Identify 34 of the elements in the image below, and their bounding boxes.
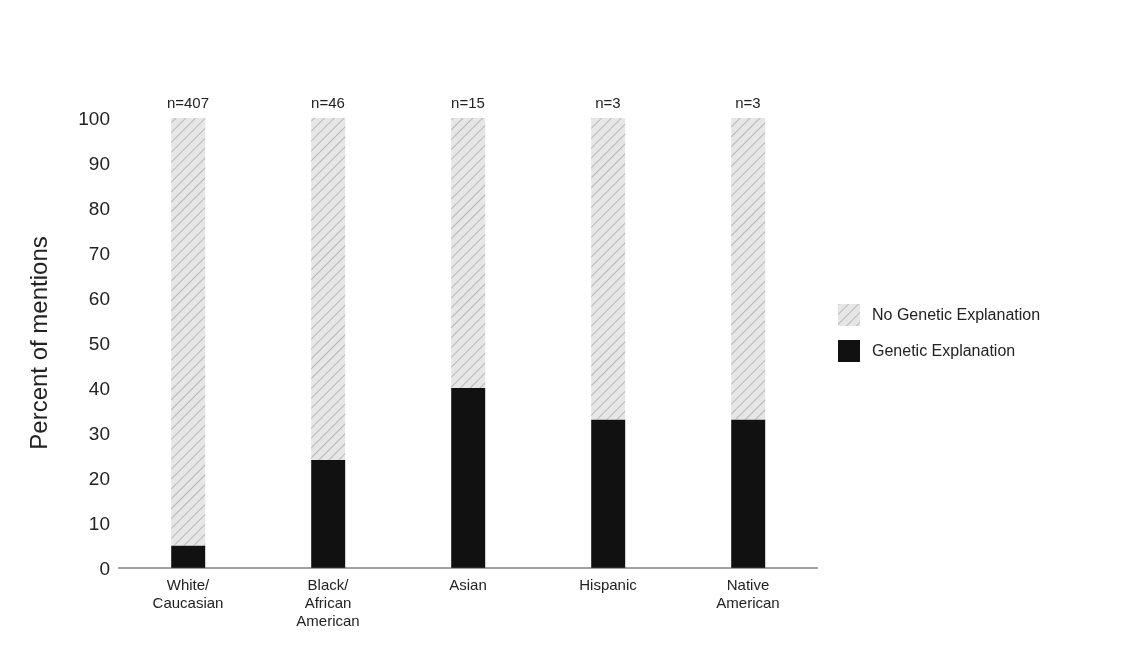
legend-label: No Genetic Explanation: [872, 306, 1041, 324]
annotation: n=15: [451, 94, 485, 111]
bar: [311, 118, 346, 460]
annotation: n=407: [166, 94, 210, 111]
bar: [451, 388, 486, 568]
y-tick-label: 10: [88, 512, 110, 534]
annotation: n=3: [735, 94, 761, 111]
bar: [731, 419, 766, 568]
bar: [171, 118, 206, 546]
y-tick-label: 100: [78, 107, 110, 129]
annotation: n=3: [595, 94, 621, 111]
y-tick-label: 80: [88, 197, 110, 219]
x-tick-label: Asian: [449, 576, 487, 593]
y-tick-label: 50: [88, 332, 110, 354]
annotation: n=46: [311, 94, 345, 111]
bar: [451, 118, 486, 388]
y-tick-label: 70: [88, 242, 110, 264]
y-tick-label: 30: [88, 422, 110, 444]
y-tick-label: 40: [88, 377, 110, 399]
bar: [171, 545, 206, 568]
y-axis-title: Percent of mentions: [24, 236, 52, 450]
y-tick-label: 20: [88, 467, 110, 489]
bar: [591, 419, 626, 568]
x-tick-label: Hispanic: [579, 576, 638, 593]
x-tick-label: White/Caucasian: [152, 576, 224, 611]
x-tick-label: Native American: [716, 576, 780, 611]
legend-label: Genetic Explanation: [872, 342, 1016, 360]
y-tick-label: 0: [99, 557, 110, 579]
bar: [311, 460, 346, 568]
y-tick-label: 60: [88, 287, 110, 309]
bar: [591, 118, 626, 420]
x-tick-label: Black/African American: [296, 576, 360, 629]
y-tick-label: 90: [88, 152, 110, 174]
bar: [731, 118, 766, 420]
